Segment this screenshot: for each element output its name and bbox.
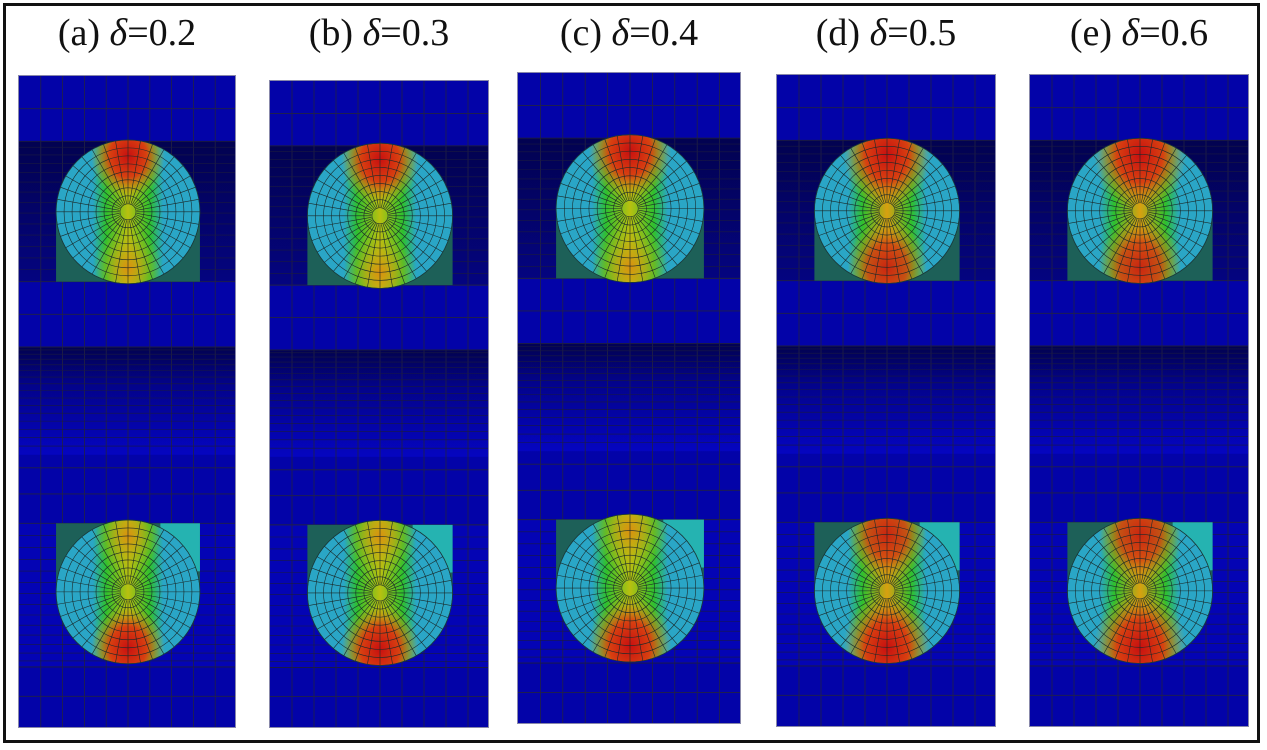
fea-panel-c — [517, 72, 741, 724]
delta-value: =0.3 — [380, 12, 450, 54]
delta-value: =0.6 — [1139, 12, 1209, 54]
panel-label-prefix: (a) — [57, 12, 110, 54]
panel-label-prefix: (c) — [559, 12, 612, 54]
panel-label-prefix: (b) — [308, 12, 363, 54]
fea-panel-d — [776, 74, 996, 727]
fea-panel-b — [269, 80, 489, 728]
panel-label-d: (d) δ=0.5 — [756, 8, 1016, 58]
delta-symbol: δ — [1121, 12, 1140, 54]
panel-label-a: (a) δ=0.2 — [0, 8, 256, 58]
delta-value: =0.5 — [887, 12, 957, 54]
panel-label-prefix: (d) — [815, 12, 870, 54]
panel-label-e: (e) δ=0.6 — [1009, 8, 1267, 58]
panel-label-c: (c) δ=0.4 — [497, 8, 761, 58]
delta-value: =0.2 — [127, 12, 197, 54]
delta-symbol: δ — [109, 12, 128, 54]
panel-label-prefix: (e) — [1069, 12, 1122, 54]
delta-symbol: δ — [611, 12, 630, 54]
fea-panel-a — [18, 75, 236, 728]
delta-value: =0.4 — [629, 12, 699, 54]
panel-label-b: (b) δ=0.3 — [249, 8, 509, 58]
delta-symbol: δ — [869, 12, 888, 54]
delta-symbol: δ — [362, 12, 381, 54]
fea-panel-e — [1029, 74, 1249, 727]
